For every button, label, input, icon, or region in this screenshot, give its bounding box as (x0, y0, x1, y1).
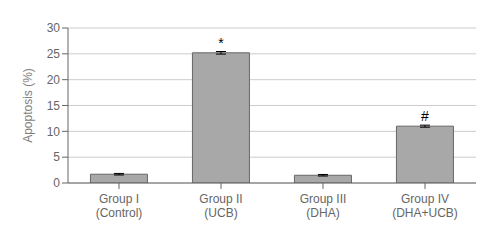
svg-text:0: 0 (53, 176, 60, 190)
svg-text:Apoptosis (%): Apoptosis (%) (21, 68, 35, 143)
svg-text:*: * (218, 35, 224, 51)
svg-text:Group II(UCB): Group II(UCB) (199, 192, 242, 220)
svg-text:Group III(DHA): Group III(DHA) (300, 192, 347, 220)
svg-text:20: 20 (47, 73, 61, 87)
svg-text:Group I(Control): Group I(Control) (96, 192, 143, 220)
svg-text:10: 10 (47, 125, 61, 139)
svg-text:Group IV(DHA+UCB): Group IV(DHA+UCB) (392, 192, 458, 220)
svg-text:15: 15 (47, 99, 61, 113)
svg-text:30: 30 (47, 21, 61, 35)
svg-text:5: 5 (53, 150, 60, 164)
svg-text:25: 25 (47, 47, 61, 61)
svg-text:#: # (421, 108, 429, 124)
